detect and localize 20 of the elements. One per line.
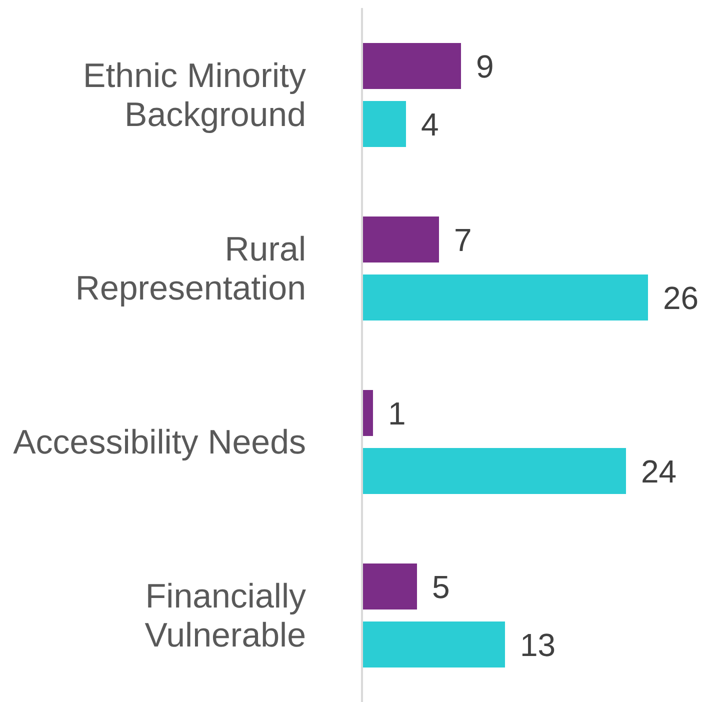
bar <box>362 622 505 668</box>
data-label: 7 <box>454 222 472 258</box>
bar <box>362 101 406 147</box>
y-tick-label: Ethnic Minority Background <box>83 57 306 134</box>
bar <box>362 448 626 494</box>
bar <box>362 564 417 610</box>
data-label: 13 <box>520 626 556 663</box>
data-label: 4 <box>421 106 439 142</box>
bar <box>362 390 373 436</box>
data-label: 9 <box>476 48 494 84</box>
bar <box>362 43 461 89</box>
data-label: 1 <box>388 395 406 432</box>
data-label: 26 <box>663 280 699 316</box>
bar <box>362 216 439 262</box>
y-tick-label: Rural Representation <box>75 230 306 308</box>
data-label: 5 <box>432 568 450 605</box>
y-tick-label: Accessibility Needs <box>13 424 306 462</box>
y-tick-label: Financially Vulnerable <box>144 578 306 655</box>
bar <box>362 274 648 320</box>
data-label: 24 <box>641 453 677 490</box>
